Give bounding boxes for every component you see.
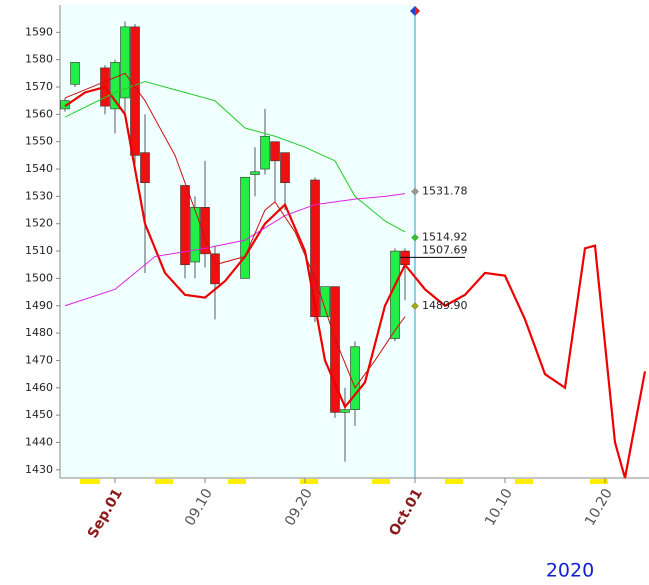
- year-label: 2020: [546, 560, 594, 582]
- y-tick-label: 1480: [25, 326, 53, 339]
- indicator-line: [64, 81, 406, 233]
- y-tick-label: 1490: [25, 299, 53, 312]
- candle-body: [180, 185, 190, 266]
- y-tick-label: 1460: [25, 381, 53, 394]
- candle-body: [340, 409, 350, 413]
- y-tick-label: 1510: [25, 244, 53, 257]
- y-tick-label: 1580: [25, 53, 53, 66]
- candle-body: [130, 26, 140, 156]
- annotation-marker: [411, 187, 419, 196]
- candle-body: [200, 207, 210, 255]
- weekend-marker: [515, 479, 533, 484]
- annotation-label: 1489.90: [422, 299, 468, 312]
- x-tick-label: 09.10: [182, 486, 216, 529]
- annotation-marker: [411, 233, 419, 242]
- candle-body: [190, 207, 200, 263]
- weekend-marker: [155, 479, 173, 484]
- y-tick-label: 1520: [25, 217, 53, 230]
- x-tick-label: 10.20: [582, 486, 616, 529]
- x-tick-label: Sep.01: [85, 486, 126, 541]
- candle-body: [120, 26, 130, 99]
- y-tick-label: 1570: [25, 80, 53, 93]
- candle-body: [270, 141, 280, 162]
- weekend-marker: [228, 479, 246, 484]
- indicator-line: [64, 193, 406, 307]
- weekend-marker: [372, 479, 390, 484]
- candle-body: [320, 286, 330, 317]
- candle-body: [140, 152, 150, 184]
- indicator-line: [64, 85, 647, 479]
- y-tick-label: 1540: [25, 162, 53, 175]
- candle-body: [280, 152, 290, 184]
- y-tick-label: 1560: [25, 107, 53, 120]
- weekend-marker: [80, 479, 100, 484]
- y-tick-label: 1440: [25, 435, 53, 448]
- y-tick-label: 1590: [25, 25, 53, 38]
- y-tick-label: 1450: [25, 408, 53, 421]
- candle-body: [400, 250, 410, 266]
- weekend-marker: [445, 479, 463, 484]
- weekend-marker: [590, 479, 608, 484]
- x-tick-label: 09.20: [282, 486, 316, 529]
- today-marker-half: [415, 6, 420, 16]
- candle-body: [260, 135, 270, 170]
- candle-body: [240, 176, 250, 279]
- candle-body: [210, 253, 220, 285]
- candle-body: [110, 62, 120, 110]
- indicator-line: [64, 72, 406, 389]
- y-tick-label: 1550: [25, 135, 53, 148]
- weekend-marker: [300, 479, 318, 484]
- annotation-label: 1507.69: [422, 243, 468, 256]
- candle-body: [350, 346, 360, 410]
- candle-body: [70, 62, 80, 85]
- x-tick-label: 10.10: [482, 486, 516, 529]
- y-tick-label: 1430: [25, 463, 53, 476]
- y-tick-label: 1470: [25, 353, 53, 366]
- candle-body: [310, 179, 320, 317]
- candle-body: [250, 171, 260, 175]
- weekend-markers: [80, 479, 608, 484]
- annotation-label: 1514.92: [422, 231, 468, 244]
- annotation-marker: [411, 302, 419, 310]
- y-tick-label: 1500: [25, 271, 53, 284]
- x-tick-label: Oct.01: [386, 486, 426, 539]
- candle-body: [60, 100, 70, 110]
- y-tick-label: 1530: [25, 189, 53, 202]
- annotation-label: 1531.78: [422, 185, 468, 198]
